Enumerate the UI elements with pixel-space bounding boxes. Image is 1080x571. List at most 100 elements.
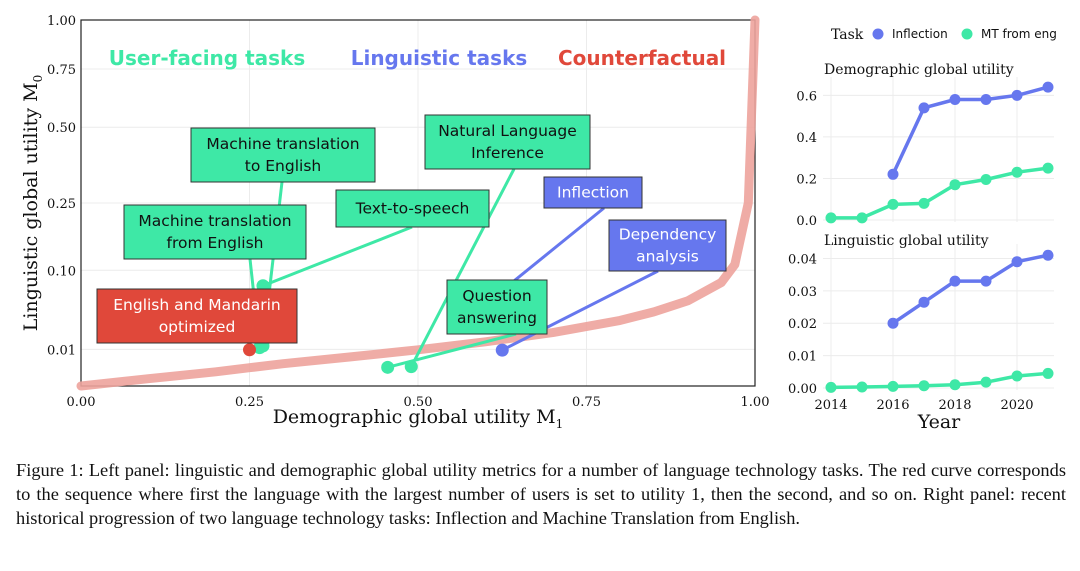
series-point [949, 379, 961, 391]
task-label-text: Natural Language [438, 122, 577, 140]
task-label-box [446, 279, 548, 335]
panel-y-tick-label: 0.03 [788, 285, 817, 300]
counterfactual-curve [76, 15, 760, 391]
series-point [1042, 249, 1054, 261]
y-tick-label: 0.50 [47, 121, 76, 136]
series-point [887, 380, 899, 392]
series-point [980, 275, 992, 287]
y-tick-label: 0.10 [47, 264, 76, 279]
year-tick-label: 2016 [876, 398, 909, 413]
series-point [918, 296, 930, 308]
task-label-text: Text-to-speech [355, 200, 470, 218]
task-label-text: Machine translation [206, 135, 359, 153]
year-tick-label: 2020 [1000, 398, 1033, 413]
y-tick-label: 0.01 [47, 343, 76, 358]
y-axis-label: Linguistic global utility M0 [20, 75, 45, 331]
legend-label-mt: MT from eng [981, 27, 1057, 41]
series-point [825, 212, 837, 224]
year-tick-label: 2014 [814, 398, 847, 413]
y-tick-label: 0.25 [47, 197, 76, 212]
task-label-box [543, 176, 643, 209]
data-point [495, 343, 509, 357]
category-label-linguistic: Linguistic tasks [351, 46, 528, 70]
x-tick-label: 0.25 [235, 395, 264, 410]
task-label-text: from English [167, 234, 264, 252]
data-point [253, 341, 267, 355]
figure-caption: Figure 1: Left panel: linguistic and dem… [16, 460, 1066, 528]
task-label-text: English and Mandarin [113, 296, 281, 314]
legend-title: Task [831, 27, 864, 43]
task-label-text: Machine translation [138, 212, 291, 230]
connector-line [262, 225, 413, 288]
legend-marker-inflection [872, 28, 884, 40]
task-label-text: Dependency [619, 226, 717, 244]
task-label-text: Question [462, 287, 531, 305]
panel-y-tick-label: 0.4 [796, 131, 817, 146]
series-point [918, 197, 930, 209]
figure-svg: 0.00 0.25 0.50 0.75 1.000.010.100.250.500.75… [20, 14, 1057, 433]
year-axis-label: Year [917, 411, 961, 433]
x-axis-symbol: M [536, 406, 555, 428]
connector-line [501, 269, 659, 352]
panel-title: Linguistic global utility [824, 233, 989, 249]
series-point [856, 381, 868, 393]
series-point [825, 381, 837, 393]
x-tick-label: 0.00 [67, 395, 96, 410]
series-point [949, 179, 961, 191]
x-axis-subscript: 1 [556, 417, 564, 431]
series-point [1011, 256, 1023, 268]
series-point [1042, 367, 1054, 379]
legend-label-inflection: Inflection [892, 27, 948, 41]
series-point [887, 317, 899, 329]
task-label-box [190, 127, 376, 183]
y-tick-label: 0.75 [47, 63, 76, 78]
panel-y-tick-label: 0.02 [788, 317, 817, 332]
category-label-counterfactual: Counterfactual [558, 46, 726, 70]
task-label-text: to English [245, 157, 321, 175]
panel-y-tick-label: 0.00 [788, 382, 817, 397]
y-axis-symbol: M [20, 82, 42, 101]
series-point [887, 198, 899, 210]
x-axis-label: Demographic global utility M1 [273, 406, 564, 431]
task-label-text: Inflection [557, 184, 629, 202]
x-tick-label: 0.50 [404, 395, 433, 410]
y-tick-label: 1.00 [47, 14, 76, 29]
series-point [1042, 81, 1054, 93]
series-point [949, 275, 961, 287]
series-point [1011, 370, 1023, 382]
series-line [892, 253, 1049, 325]
year-tick-label: 2018 [938, 398, 971, 413]
series-point [1042, 162, 1054, 174]
task-label-text: Inference [471, 144, 544, 162]
figure: 0.00 0.25 0.50 0.75 1.00 0.01 0.10 0.25 0.50 0.75… [20, 14, 1057, 433]
data-point [381, 360, 395, 374]
x-tick-label: 1.00 [741, 395, 770, 410]
series-point [980, 376, 992, 388]
legend-marker-mt [961, 28, 973, 40]
series-line [891, 85, 1049, 176]
series-point [980, 94, 992, 106]
connector-line [409, 168, 516, 368]
series-point [980, 174, 992, 185]
task-label-text: optimized [159, 318, 236, 336]
y-axis-subscript: 0 [31, 75, 45, 83]
task-label-box [608, 219, 727, 272]
data-point [243, 343, 256, 357]
task-label-box [123, 204, 307, 260]
series-point [918, 102, 930, 114]
series-point [856, 212, 868, 224]
panel-y-tick-label: 0.04 [788, 252, 817, 267]
series-point [1011, 166, 1023, 178]
panel-y-tick-label: 0.0 [796, 214, 817, 229]
series-point [918, 380, 930, 392]
series-point [949, 94, 961, 106]
panel-title: Demographic global utility [824, 62, 1014, 78]
left-plot-frame [80, 19, 756, 387]
panel-y-tick-label: 0.2 [796, 172, 817, 187]
data-point [404, 360, 418, 374]
task-label-text: analysis [636, 248, 699, 266]
series-point [1011, 89, 1023, 101]
x-tick-label: 0.75 [572, 395, 601, 410]
category-label-user-facing: User-facing tasks [109, 46, 305, 70]
task-label-text: answering [457, 309, 537, 327]
